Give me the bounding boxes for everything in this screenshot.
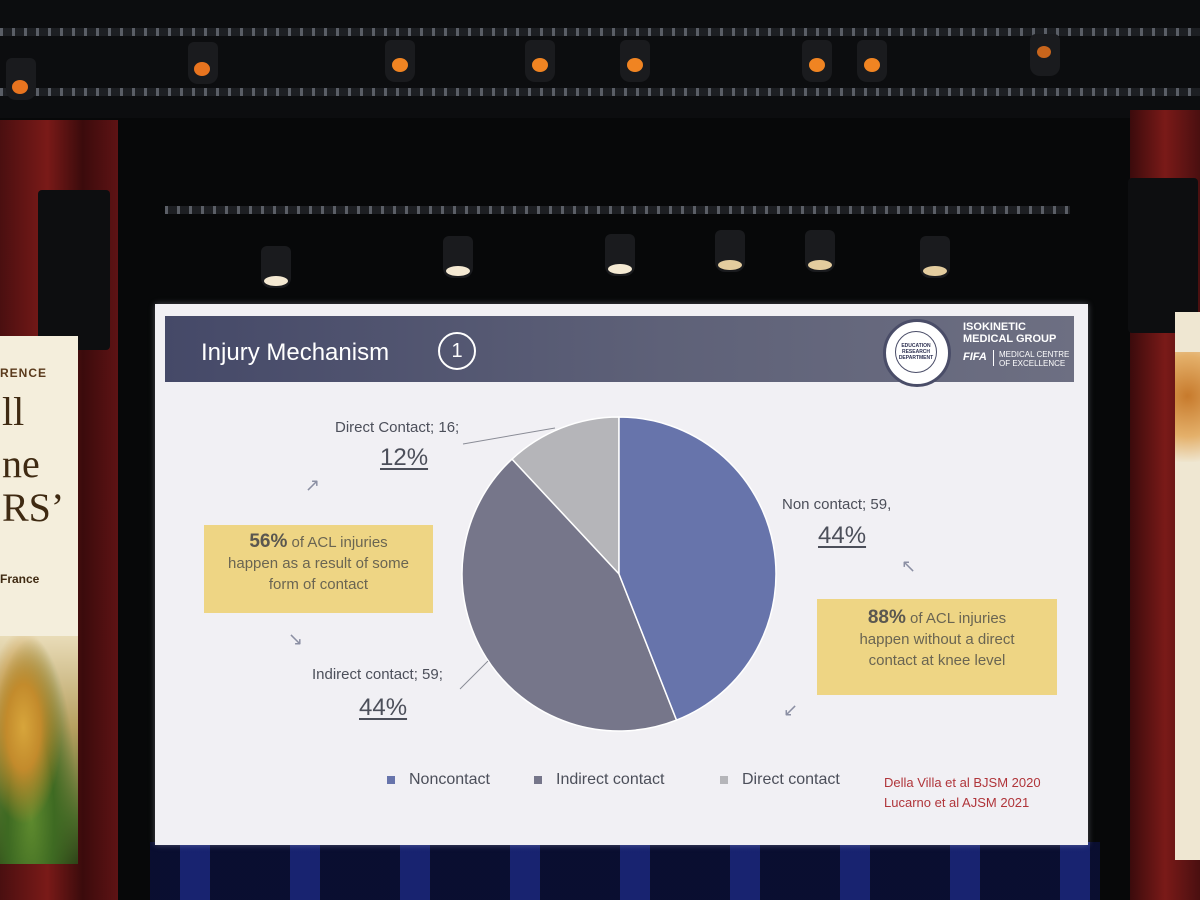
stage-light bbox=[443, 236, 473, 278]
stage-light bbox=[385, 40, 415, 82]
banner-text: ll bbox=[2, 389, 25, 434]
legend-swatch bbox=[534, 776, 542, 784]
legend-item-direct: Direct contact bbox=[720, 771, 840, 789]
stage-light bbox=[261, 246, 291, 288]
speaker-left bbox=[38, 190, 110, 350]
callout-noncontact-text: of ACL injuries bbox=[905, 610, 1007, 627]
truss-bar bbox=[165, 206, 1070, 214]
callout-noncontact-text: happen without a direct bbox=[859, 631, 1015, 648]
stage-light bbox=[715, 230, 745, 272]
logo-divider bbox=[993, 350, 994, 366]
curved-arrow-icon: ↗ bbox=[305, 475, 321, 496]
pie-slice-direct-contact bbox=[510, 416, 620, 576]
reference-citation: Della Villa et al BJSM 2020 bbox=[884, 775, 1041, 790]
curved-arrow-icon: ↖ bbox=[901, 556, 917, 577]
centre-name: MEDICAL CENTRE OF EXCELLENCE bbox=[999, 350, 1069, 368]
slide-header: Injury Mechanism 1 EDUCATION RESEARCH DE… bbox=[165, 316, 1074, 387]
percent-label-direct: 12% bbox=[380, 444, 429, 471]
banner-artwork bbox=[0, 636, 78, 864]
fifa-logo-text: FIFA bbox=[963, 351, 987, 363]
callout-contact: 56% of ACL injuries happen as a result o… bbox=[204, 525, 433, 613]
callout-contact-text: happen as a result of some bbox=[228, 555, 409, 572]
pie-chart bbox=[459, 416, 777, 732]
legend-item-indirect: Indirect contact bbox=[534, 771, 665, 789]
org-name-line: ISOKINETIC bbox=[963, 321, 1026, 333]
truss-bar bbox=[0, 88, 1200, 96]
curved-arrow-icon: ↙ bbox=[783, 700, 799, 721]
stage-light bbox=[1030, 34, 1060, 76]
stage-light bbox=[188, 42, 218, 84]
banner-text: RENCE bbox=[0, 366, 48, 380]
stage-light bbox=[857, 40, 887, 82]
data-label-direct: Direct Contact; 16; bbox=[335, 419, 460, 436]
centre-name-line: OF EXCELLENCE bbox=[999, 359, 1066, 368]
seal-text: EDUCATION RESEARCH DEPARTMENT bbox=[895, 331, 937, 373]
legend-label: Direct contact bbox=[742, 771, 840, 788]
slide-title: Injury Mechanism bbox=[201, 339, 390, 366]
callout-noncontact: 88% of ACL injuries happen without a dir… bbox=[817, 599, 1057, 695]
legend-item-noncontact: Noncontact bbox=[387, 771, 490, 789]
callout-contact-text: of ACL injuries bbox=[287, 534, 388, 551]
percent-label-noncontact: 44% bbox=[818, 522, 867, 549]
callout-contact-pct: 56% bbox=[249, 531, 288, 552]
speaker-right bbox=[1128, 178, 1198, 333]
banner-text: France bbox=[0, 572, 40, 586]
legend-label: Indirect contact bbox=[556, 771, 665, 788]
pie-slice-indirect-contact bbox=[461, 458, 678, 732]
truss-bar bbox=[0, 28, 1200, 36]
legend-swatch bbox=[720, 776, 728, 784]
callout-noncontact-text: contact at knee level bbox=[868, 652, 1006, 669]
leader-line-direct bbox=[462, 427, 556, 445]
reference-citation: Lucarno et al AJSM 2021 bbox=[884, 795, 1030, 810]
stage-light bbox=[6, 58, 36, 100]
slide-number-badge: 1 bbox=[438, 332, 476, 370]
org-name-line: MEDICAL GROUP bbox=[963, 333, 1057, 345]
projection-screen: Injury Mechanism 1 EDUCATION RESEARCH DE… bbox=[155, 304, 1088, 845]
lighting-truss-top bbox=[0, 0, 1200, 118]
stage-light bbox=[525, 40, 555, 82]
centre-name-line: MEDICAL CENTRE bbox=[999, 350, 1070, 359]
legend-label: Noncontact bbox=[409, 771, 490, 788]
stage-light bbox=[605, 234, 635, 276]
leader-line-indirect bbox=[459, 660, 489, 690]
banner-artwork bbox=[1175, 352, 1200, 462]
data-label-noncontact: Non contact; 59, bbox=[782, 496, 892, 513]
org-name: ISOKINETIC MEDICAL GROUP bbox=[963, 321, 1056, 345]
legend-swatch bbox=[387, 776, 395, 784]
callout-noncontact-pct: 88% bbox=[867, 607, 906, 628]
stage-light bbox=[802, 40, 832, 82]
curved-arrow-icon: ↘ bbox=[288, 629, 304, 650]
banner-text: RS’ bbox=[2, 485, 65, 530]
stage-light bbox=[620, 40, 650, 82]
pie-slice-noncontact bbox=[618, 416, 777, 722]
stage-light bbox=[920, 236, 950, 278]
data-label-indirect: Indirect contact; 59; bbox=[312, 666, 443, 683]
department-seal-logo: EDUCATION RESEARCH DEPARTMENT bbox=[883, 319, 951, 387]
stage-floor-lights bbox=[150, 842, 1100, 900]
event-banner-right bbox=[1175, 312, 1200, 860]
event-banner-left: RENCE ll ne RS’ France bbox=[0, 336, 78, 864]
stage-light bbox=[805, 230, 835, 272]
callout-contact-text: form of contact bbox=[268, 576, 369, 593]
banner-text: ne bbox=[2, 441, 40, 486]
percent-label-indirect: 44% bbox=[359, 694, 408, 721]
